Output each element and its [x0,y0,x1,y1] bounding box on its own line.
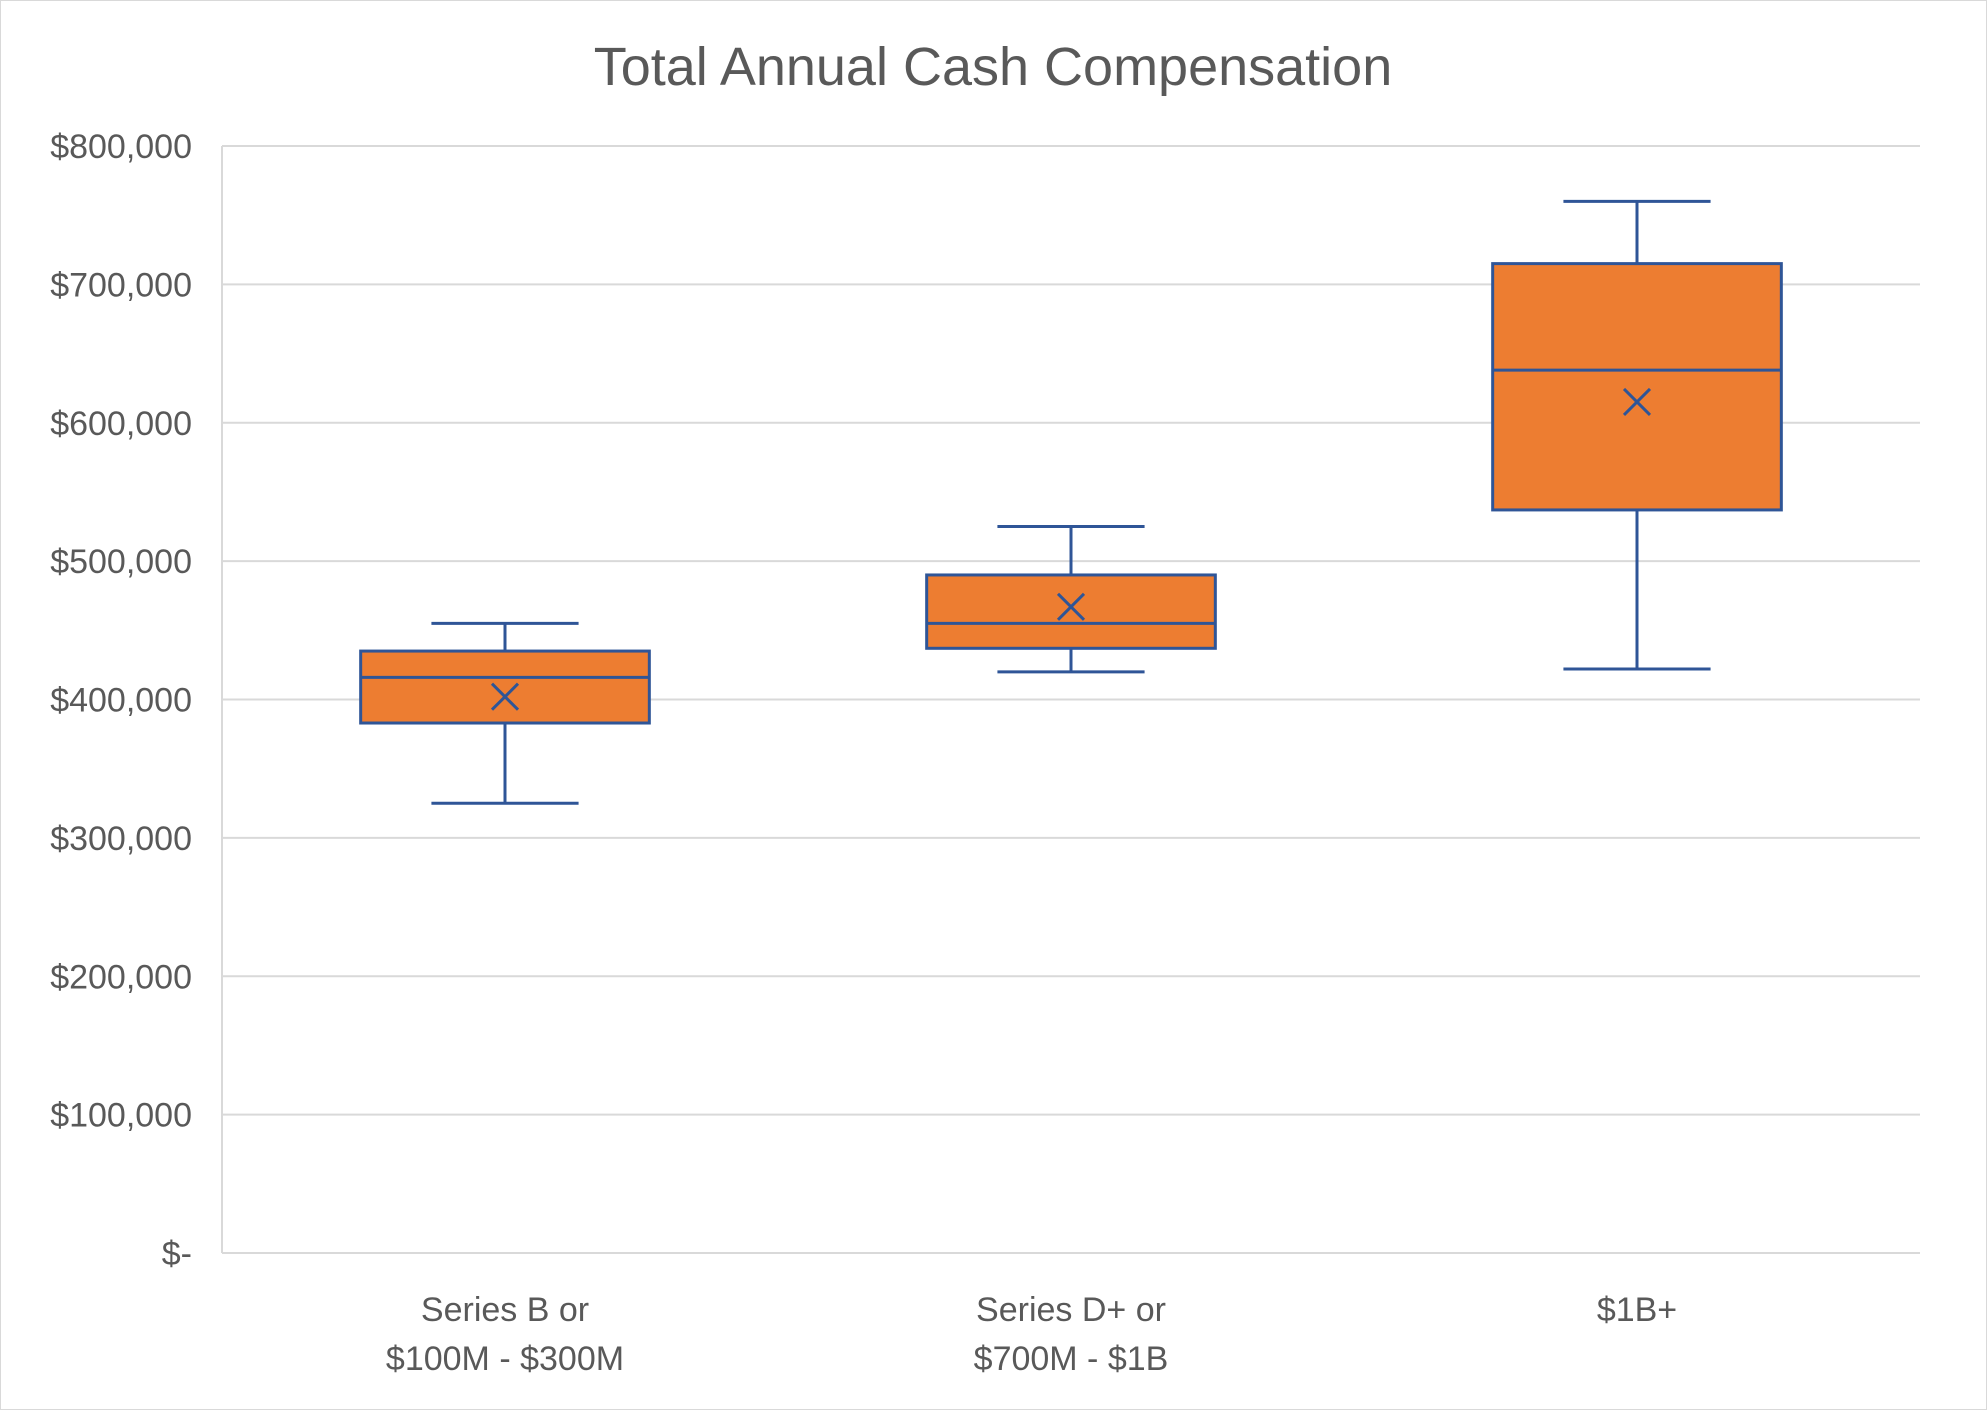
y-tick-label-7: $700,000 [50,266,192,304]
category-label-2-line-0: $1B+ [1597,1291,1677,1329]
y-tick-label-8: $800,000 [50,128,192,166]
y-axis-ticks: $- $100,000 $200,000 $300,000 $400,000 $500,0… [50,128,192,1273]
x-axis-categories: Series B or $100M - $300M Series D+ or $700… [386,1291,1677,1378]
y-tick-label-2: $200,000 [50,958,192,996]
mean-marker-b-2 [1622,387,1652,417]
iqr-box-0 [359,649,651,725]
box-1 [925,525,1217,674]
mean-marker-b-0 [490,682,520,711]
iqr-box-1 [925,573,1217,650]
box-series [359,199,1783,805]
category-label-0-line-0: Series B or [421,1291,589,1329]
category-label-0: Series B or $100M - $300M [386,1291,624,1378]
chart-title: Total Annual Cash Compensation [594,37,1393,97]
category-label-0-line-1: $100M - $300M [386,1340,624,1378]
category-label-1: Series D+ or $700M - $1B [974,1291,1169,1378]
box-0 [359,621,651,805]
y-tick-label-3: $300,000 [50,820,192,858]
y-tick-label-0: $- [162,1235,192,1273]
y-tick-label-5: $500,000 [50,543,192,581]
category-label-2: $1B+ [1597,1291,1677,1329]
y-tick-label-1: $100,000 [50,1097,192,1135]
mean-marker-b-1 [1056,592,1086,621]
iqr-box-2 [1491,262,1783,512]
y-tick-label-6: $600,000 [50,405,192,443]
category-label-1-line-1: $700M - $1B [974,1340,1169,1378]
y-tick-label-4: $400,000 [50,682,192,720]
category-label-1-line-0: Series D+ or [976,1291,1166,1329]
box-2 [1491,199,1783,671]
